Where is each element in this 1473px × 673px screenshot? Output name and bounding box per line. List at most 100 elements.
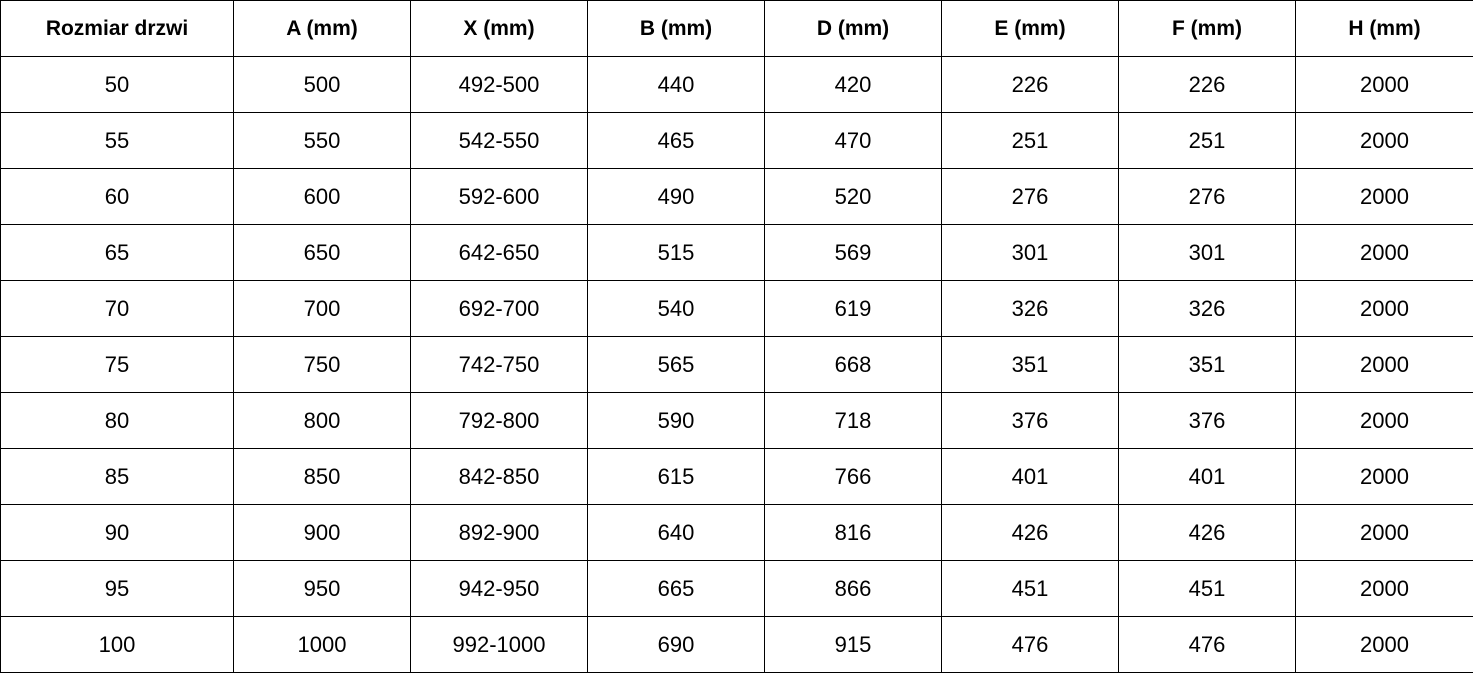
table-cell: 2000 bbox=[1295, 168, 1473, 225]
table-row: 60 600 592-600 490 520 276 276 2000 bbox=[0, 168, 1473, 225]
table-cell: 2000 bbox=[1295, 336, 1473, 393]
table-cell: 950 bbox=[233, 560, 411, 617]
table-cell: 301 bbox=[941, 224, 1119, 281]
table-cell: 550 bbox=[233, 112, 411, 169]
table-cell: 376 bbox=[941, 392, 1119, 449]
table-cell: 992-1000 bbox=[410, 616, 588, 673]
table-cell: 640 bbox=[587, 504, 765, 561]
table-cell: 650 bbox=[233, 224, 411, 281]
table-cell: 476 bbox=[941, 616, 1119, 673]
table-cell: 100 bbox=[0, 616, 234, 673]
table-cell: 718 bbox=[764, 392, 942, 449]
header-row: Rozmiar drzwi A (mm) X (mm) B (mm) D (mm) E (… bbox=[0, 0, 1473, 57]
table-cell: 465 bbox=[587, 112, 765, 169]
table-cell: 668 bbox=[764, 336, 942, 393]
table-row: 95 950 942-950 665 866 451 451 2000 bbox=[0, 560, 1473, 617]
column-header: E (mm) bbox=[941, 0, 1119, 57]
table-cell: 866 bbox=[764, 560, 942, 617]
table-cell: 401 bbox=[941, 448, 1119, 505]
table-cell: 70 bbox=[0, 280, 234, 337]
table-cell: 2000 bbox=[1295, 448, 1473, 505]
column-header: F (mm) bbox=[1118, 0, 1296, 57]
table-cell: 569 bbox=[764, 224, 942, 281]
table-cell: 665 bbox=[587, 560, 765, 617]
table-row: 70 700 692-700 540 619 326 326 2000 bbox=[0, 280, 1473, 337]
table-cell: 615 bbox=[587, 448, 765, 505]
table-cell: 80 bbox=[0, 392, 234, 449]
table-cell: 520 bbox=[764, 168, 942, 225]
table-cell: 65 bbox=[0, 224, 234, 281]
table-row: 50 500 492-500 440 420 226 226 2000 bbox=[0, 56, 1473, 113]
table-cell: 301 bbox=[1118, 224, 1296, 281]
column-header: D (mm) bbox=[764, 0, 942, 57]
table-cell: 426 bbox=[1118, 504, 1296, 561]
table-cell: 470 bbox=[764, 112, 942, 169]
table-cell: 90 bbox=[0, 504, 234, 561]
table-cell: 750 bbox=[233, 336, 411, 393]
table-cell: 351 bbox=[941, 336, 1119, 393]
table-cell: 326 bbox=[941, 280, 1119, 337]
table-cell: 476 bbox=[1118, 616, 1296, 673]
table-cell: 326 bbox=[1118, 280, 1296, 337]
table-cell: 276 bbox=[941, 168, 1119, 225]
table-cell: 420 bbox=[764, 56, 942, 113]
table-cell: 742-750 bbox=[410, 336, 588, 393]
column-header: H (mm) bbox=[1295, 0, 1473, 57]
table-cell: 592-600 bbox=[410, 168, 588, 225]
table-row: 55 550 542-550 465 470 251 251 2000 bbox=[0, 112, 1473, 169]
column-header: B (mm) bbox=[587, 0, 765, 57]
table-cell: 690 bbox=[587, 616, 765, 673]
table-cell: 50 bbox=[0, 56, 234, 113]
column-header: A (mm) bbox=[233, 0, 411, 57]
table-cell: 226 bbox=[941, 56, 1119, 113]
table-cell: 942-950 bbox=[410, 560, 588, 617]
table-cell: 55 bbox=[0, 112, 234, 169]
table-cell: 565 bbox=[587, 336, 765, 393]
table-cell: 2000 bbox=[1295, 112, 1473, 169]
table-cell: 376 bbox=[1118, 392, 1296, 449]
table-cell: 401 bbox=[1118, 448, 1296, 505]
table-cell: 515 bbox=[587, 224, 765, 281]
table-cell: 590 bbox=[587, 392, 765, 449]
table-row: 65 650 642-650 515 569 301 301 2000 bbox=[0, 224, 1473, 281]
table-cell: 766 bbox=[764, 448, 942, 505]
table-cell: 700 bbox=[233, 280, 411, 337]
table-cell: 490 bbox=[587, 168, 765, 225]
table-cell: 60 bbox=[0, 168, 234, 225]
table-cell: 542-550 bbox=[410, 112, 588, 169]
table-cell: 2000 bbox=[1295, 616, 1473, 673]
table-row: 85 850 842-850 615 766 401 401 2000 bbox=[0, 448, 1473, 505]
table-cell: 351 bbox=[1118, 336, 1296, 393]
table-cell: 900 bbox=[233, 504, 411, 561]
table-cell: 915 bbox=[764, 616, 942, 673]
table-cell: 251 bbox=[1118, 112, 1296, 169]
table-cell: 692-700 bbox=[410, 280, 588, 337]
table-row: 90 900 892-900 640 816 426 426 2000 bbox=[0, 504, 1473, 561]
table-cell: 500 bbox=[233, 56, 411, 113]
table-cell: 792-800 bbox=[410, 392, 588, 449]
table-body: 50 500 492-500 440 420 226 226 2000 55 550 542-550… bbox=[0, 56, 1473, 673]
column-header: Rozmiar drzwi bbox=[0, 0, 234, 57]
table-cell: 2000 bbox=[1295, 280, 1473, 337]
table-cell: 251 bbox=[941, 112, 1119, 169]
table-cell: 1000 bbox=[233, 616, 411, 673]
table-cell: 2000 bbox=[1295, 560, 1473, 617]
table-cell: 540 bbox=[587, 280, 765, 337]
table-cell: 600 bbox=[233, 168, 411, 225]
table-cell: 440 bbox=[587, 56, 765, 113]
table-row: 100 1000 992-1000 690 915 476 476 2000 bbox=[0, 616, 1473, 673]
table-cell: 2000 bbox=[1295, 224, 1473, 281]
table-cell: 892-900 bbox=[410, 504, 588, 561]
table-cell: 2000 bbox=[1295, 56, 1473, 113]
table-cell: 451 bbox=[1118, 560, 1296, 617]
table-cell: 226 bbox=[1118, 56, 1296, 113]
table-cell: 842-850 bbox=[410, 448, 588, 505]
table-cell: 85 bbox=[0, 448, 234, 505]
table-cell: 492-500 bbox=[410, 56, 588, 113]
table-cell: 800 bbox=[233, 392, 411, 449]
table-cell: 276 bbox=[1118, 168, 1296, 225]
table-cell: 95 bbox=[0, 560, 234, 617]
table-row: 80 800 792-800 590 718 376 376 2000 bbox=[0, 392, 1473, 449]
table-cell: 619 bbox=[764, 280, 942, 337]
